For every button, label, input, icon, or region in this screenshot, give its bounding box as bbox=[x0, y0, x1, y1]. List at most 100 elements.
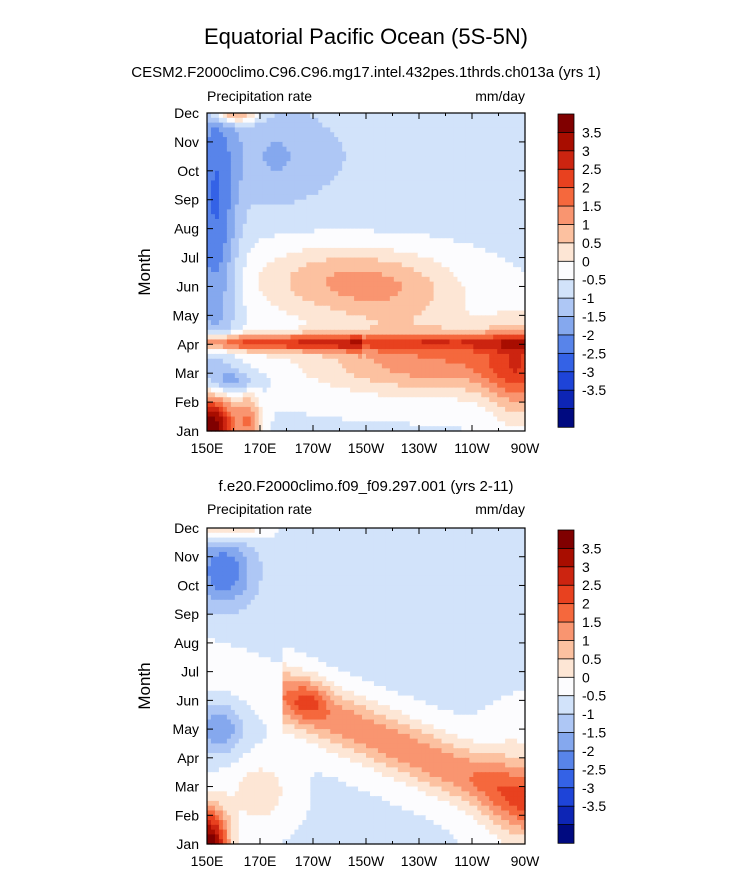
field-cell bbox=[457, 334, 463, 341]
field-cell bbox=[218, 325, 224, 331]
field-cell bbox=[302, 243, 307, 249]
field-cell bbox=[314, 185, 319, 191]
field-cell bbox=[346, 194, 351, 201]
field-cell bbox=[489, 156, 494, 162]
field-cell bbox=[250, 368, 256, 374]
field-cell bbox=[318, 175, 323, 182]
field-cell bbox=[393, 209, 399, 215]
field-cell bbox=[214, 353, 220, 360]
field-cell bbox=[274, 291, 280, 297]
field-cell bbox=[238, 402, 244, 408]
field-cell bbox=[210, 132, 216, 138]
field-cell bbox=[369, 358, 375, 365]
field-cell bbox=[473, 252, 478, 259]
field-cell bbox=[433, 180, 439, 186]
field-cell bbox=[461, 368, 466, 374]
field-cell bbox=[250, 406, 256, 413]
field-cell bbox=[429, 296, 435, 302]
field-cell bbox=[485, 262, 490, 268]
field-cell bbox=[389, 185, 395, 191]
field-cell bbox=[342, 132, 347, 138]
field-cell bbox=[453, 272, 459, 278]
field-cell bbox=[310, 402, 315, 408]
field-cell bbox=[334, 209, 339, 215]
field-cell bbox=[266, 320, 272, 326]
field-cell bbox=[322, 344, 327, 350]
field-cell bbox=[330, 233, 335, 239]
field-cell bbox=[517, 199, 522, 206]
field-cell bbox=[445, 397, 451, 403]
field-cell bbox=[270, 228, 276, 235]
field-cell bbox=[278, 228, 284, 235]
field-cell bbox=[381, 363, 387, 369]
field-cell bbox=[250, 194, 256, 201]
field-cell bbox=[509, 161, 514, 167]
field-cell bbox=[274, 262, 280, 268]
field-cell bbox=[278, 276, 284, 283]
field-cell bbox=[354, 320, 359, 326]
field-cell bbox=[278, 339, 284, 345]
field-cell bbox=[298, 310, 304, 316]
field-cell bbox=[330, 117, 335, 124]
field-cell bbox=[330, 194, 335, 201]
field-cell bbox=[310, 257, 315, 263]
field-cell bbox=[366, 281, 371, 288]
field-cell bbox=[250, 117, 256, 124]
field-cell bbox=[298, 204, 304, 210]
field-cell bbox=[218, 238, 224, 244]
field-cell bbox=[461, 281, 466, 288]
field-cell bbox=[389, 223, 395, 230]
field-cell bbox=[409, 257, 415, 263]
field-cell bbox=[338, 223, 343, 230]
field-cell bbox=[401, 170, 407, 177]
field-cell bbox=[413, 363, 419, 369]
field-cell bbox=[230, 300, 236, 307]
field-cell bbox=[222, 161, 228, 167]
field-cell bbox=[342, 257, 347, 263]
field-cell bbox=[238, 194, 244, 201]
field-cell bbox=[481, 358, 486, 365]
field-cell bbox=[366, 397, 371, 403]
field-cell bbox=[354, 137, 359, 143]
field-cell bbox=[405, 329, 411, 336]
field-cell bbox=[242, 238, 248, 244]
field-cell bbox=[393, 194, 399, 201]
field-cell bbox=[246, 397, 252, 403]
field-cell bbox=[322, 296, 327, 302]
field-cell bbox=[366, 334, 371, 341]
field-cell bbox=[306, 190, 311, 196]
field-cell bbox=[401, 257, 407, 263]
field-cell bbox=[457, 296, 463, 302]
field-cell bbox=[230, 392, 236, 398]
field-cell bbox=[385, 146, 391, 153]
field-cell bbox=[413, 368, 419, 374]
field-cell bbox=[342, 387, 347, 394]
field-cell bbox=[509, 378, 514, 384]
field-cell bbox=[274, 194, 280, 201]
field-cell bbox=[254, 233, 260, 239]
field-cell bbox=[473, 353, 478, 360]
field-cell bbox=[358, 190, 363, 196]
field-cell bbox=[501, 132, 506, 138]
field-cell bbox=[369, 180, 375, 186]
field-cell bbox=[517, 257, 522, 263]
field-cell bbox=[286, 228, 292, 235]
field-cell bbox=[373, 363, 379, 369]
field-cell bbox=[262, 132, 268, 138]
field-cell bbox=[409, 315, 415, 321]
field-cell bbox=[465, 325, 470, 331]
field-cell bbox=[306, 199, 311, 206]
field-cell bbox=[310, 272, 315, 278]
field-cell bbox=[238, 305, 244, 312]
field-cell bbox=[397, 334, 403, 341]
field-cell bbox=[226, 310, 232, 316]
field-cell bbox=[465, 127, 470, 133]
field-cell bbox=[310, 325, 315, 331]
field-cell bbox=[381, 137, 387, 143]
field-cell bbox=[226, 368, 232, 374]
field-cell bbox=[509, 368, 514, 374]
field-cell bbox=[234, 199, 240, 206]
field-cell bbox=[334, 132, 339, 138]
field-cell bbox=[302, 276, 307, 283]
field-cell bbox=[521, 190, 526, 196]
